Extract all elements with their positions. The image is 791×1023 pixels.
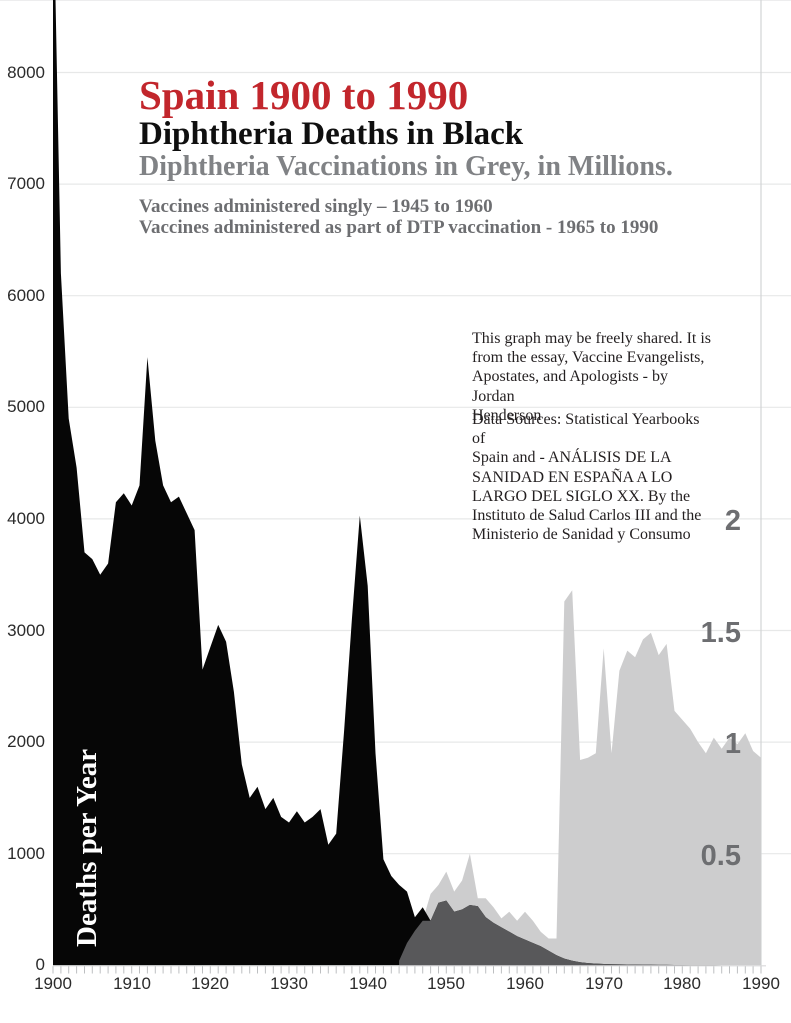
x-axis-tick-label: 1950 [427, 974, 465, 993]
right-axis-tick-label: 1.5 [700, 617, 741, 649]
left-axis-tick-label: 4000 [7, 509, 45, 528]
left-axis-tick-label: 2000 [7, 732, 45, 751]
right-axis-tick-label: 1 [724, 728, 741, 760]
deaths-area [53, 0, 761, 966]
x-axis-tick-label: 1980 [663, 974, 701, 993]
vaccinations-subtitle: Diphtheria Vaccinations in Grey, in Mill… [139, 151, 673, 182]
x-axis-tick-label: 1990 [742, 974, 780, 993]
x-axis-tick-label: 1940 [349, 974, 387, 993]
right-axis-tick-label: 0.5 [700, 840, 741, 872]
left-axis-tick-label: 3000 [7, 621, 45, 640]
x-axis-tick-label: 1920 [191, 974, 229, 993]
share-note: This graph may be freely shared. It is f… [472, 330, 712, 424]
left-axis-tick-label: 5000 [7, 397, 45, 416]
vaccine-schedule-note: Vaccines administered singly – 1945 to 1… [139, 196, 659, 238]
x-axis-tick-label: 1970 [585, 974, 623, 993]
x-axis-tick-label: 1900 [34, 974, 72, 993]
right-axis-tick-label: 2 [724, 505, 741, 537]
vaccinations-area [399, 590, 761, 966]
left-axis-tick-label: 8000 [7, 63, 45, 82]
y-axis-label: Deaths per Year [71, 748, 103, 947]
left-axis-tick-label: 7000 [7, 174, 45, 193]
x-axis-tick-label: 1930 [270, 974, 308, 993]
left-axis-tick-label: 6000 [7, 286, 45, 305]
x-axis-tick-label: 1910 [113, 974, 151, 993]
page-title: Spain 1900 to 1990 [139, 72, 469, 118]
left-axis-tick-label: 1000 [7, 844, 45, 863]
deaths-subtitle: Diphtheria Deaths in Black [139, 116, 524, 152]
data-sources-note: Data Sources: Statistical Yearbooks of S… [472, 411, 702, 544]
overlap-area [399, 900, 761, 966]
x-axis-tick-label: 1960 [506, 974, 544, 993]
left-axis-tick-label: 0 [35, 955, 45, 974]
